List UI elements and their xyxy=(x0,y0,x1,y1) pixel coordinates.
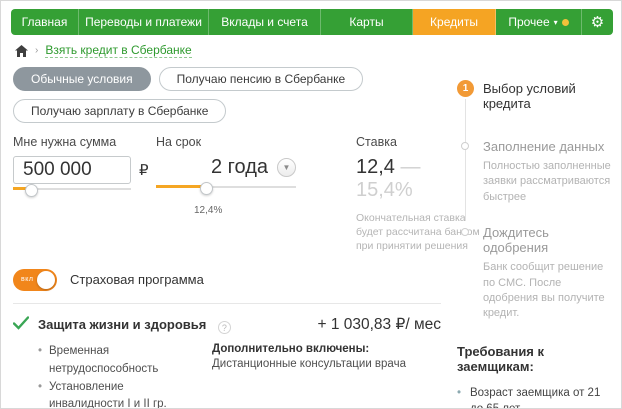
check-icon xyxy=(13,315,29,330)
tab-pension[interactable]: Получаю пенсию в Сбербанке xyxy=(158,67,364,91)
slider-fill xyxy=(156,185,206,188)
amount-slider-knob[interactable] xyxy=(25,184,38,197)
tab-salary[interactable]: Получаю зарплату в Сбербанке xyxy=(13,99,227,123)
term-rate-note: 12,4% xyxy=(194,205,223,216)
borrower-requirements: Требования к заемщикам: Возраст заемщика… xyxy=(457,343,615,408)
nav-tab-deposits[interactable]: Вклады и счета xyxy=(209,9,321,35)
nav-tab-label: Кредиты xyxy=(430,15,478,29)
term-value: 2 года xyxy=(210,156,268,178)
step-wait-approval: Дождитесь одобрения Банк сообщит решение… xyxy=(457,225,615,322)
calculator-panel: Обычные условия Получаю пенсию в Сбербан… xyxy=(13,67,480,408)
term-field-group: На срок 2 года ▼ 12,4% xyxy=(156,135,324,254)
divider xyxy=(13,302,441,304)
step-description: Банк сообщит решение по СМС. После одобр… xyxy=(483,261,605,320)
insurance-toggle-label: Страховая программа xyxy=(70,272,204,288)
term-dropdown-button[interactable]: ▼ xyxy=(277,158,296,177)
term-label: На срок xyxy=(156,135,202,149)
extra-included-block: Дополнительно включены: Дистанционные ко… xyxy=(202,343,406,408)
breadcrumb: › Взять кредит в Сбербанке xyxy=(15,43,192,58)
nav-tab-credits[interactable]: Кредиты xyxy=(413,9,496,35)
requirements-list: Возраст заемщика от 21 до 65 лет Стаж ра… xyxy=(457,385,615,408)
loan-form: Мне нужна сумма ₽ На срок 2 года ▼ xyxy=(13,135,480,254)
nav-tab-cards[interactable]: Карты xyxy=(321,9,413,35)
step-title: Заполнение данных xyxy=(483,139,605,154)
extra-included-title: Дополнительно включены: xyxy=(212,343,370,356)
main-nav: Главная Переводы и платежи Вклады и счет… xyxy=(11,9,613,35)
life-protection-title: Защита жизни и здоровья xyxy=(38,316,207,332)
step-title: Дождитесь одобрения xyxy=(483,225,549,256)
insurance-toggle[interactable]: вкл xyxy=(13,268,57,291)
step-title: Выбор условий кредита xyxy=(483,81,576,111)
step-number-badge: 1 xyxy=(457,80,474,97)
term-slider-knob[interactable] xyxy=(200,182,213,195)
life-protection-list: Временная нетрудоспособность Установлени… xyxy=(38,343,202,408)
chevron-down-icon: ▼ xyxy=(282,163,291,172)
extra-included-item: Дистанционные консультации врача xyxy=(212,358,406,371)
toggle-state-label: вкл xyxy=(21,275,34,283)
condition-tabs-row1: Обычные условия Получаю пенсию в Сбербан… xyxy=(13,67,441,91)
rate-current: 12,4 xyxy=(356,156,395,178)
home-icon[interactable] xyxy=(15,44,28,57)
nav-tab-label: Главная xyxy=(21,15,68,29)
application-steps: 1 Выбор условий кредита Заполнение данны… xyxy=(457,80,615,322)
rate-field-group: Ставка 12,4 — 15,4% Окончательная ставка… xyxy=(324,135,481,254)
rate-note: Окончательная ставка будет рассчитана ба… xyxy=(356,212,480,253)
list-item: Возраст заемщика от 21 до 65 лет xyxy=(457,385,615,408)
gear-icon: ⚙ xyxy=(590,14,605,31)
ruble-sign: ₽ xyxy=(139,162,149,179)
condition-tabs-row2: Получаю зарплату в Сбербанке xyxy=(13,99,441,123)
nav-tab-label: Карты xyxy=(349,15,384,29)
list-item: Временная нетрудоспособность xyxy=(38,343,202,379)
slider-fill xyxy=(13,187,31,190)
notification-dot xyxy=(561,18,569,26)
step-dot-icon xyxy=(461,142,469,150)
sidebar: 1 Выбор условий кредита Заполнение данны… xyxy=(457,80,615,408)
amount-label: Мне нужна сумма xyxy=(13,135,117,149)
life-protection-section: Защита жизни и здоровья ? + 1 030,83 ₽/ … xyxy=(13,315,441,408)
nav-tab-transfers[interactable]: Переводы и платежи xyxy=(79,9,209,35)
toggle-knob xyxy=(37,270,55,289)
nav-tab-home[interactable]: Главная xyxy=(11,9,79,35)
nav-tab-label: Переводы и платежи xyxy=(85,15,202,29)
tab-regular-conditions[interactable]: Обычные условия xyxy=(13,67,151,91)
term-slider[interactable] xyxy=(156,182,296,198)
chevron-down-icon: ▾ xyxy=(553,17,558,27)
amount-field-group: Мне нужна сумма ₽ xyxy=(13,135,156,254)
breadcrumb-link[interactable]: Взять кредит в Сбербанке xyxy=(45,43,192,58)
amount-input[interactable] xyxy=(13,156,131,184)
nav-tab-label: Вклады и счета xyxy=(221,15,308,29)
step-fill-data: Заполнение данных Полностью заполненные … xyxy=(457,139,615,205)
amount-slider[interactable] xyxy=(13,184,131,200)
nav-tab-other[interactable]: Прочее ▾ xyxy=(496,9,582,35)
insurance-toggle-row: вкл Страховая программа xyxy=(13,268,441,291)
step-description: Полностью заполненные заявки рассматрива… xyxy=(483,160,611,203)
slider-track xyxy=(13,188,131,190)
step-choose-conditions: 1 Выбор условий кредита xyxy=(457,80,615,111)
step-dot-icon xyxy=(461,228,469,237)
list-item: Установление инвалидности I и II гр. xyxy=(38,379,202,408)
breadcrumb-separator: › xyxy=(35,45,39,56)
rate-range: — 15,4% xyxy=(356,156,421,201)
rate-label: Ставка xyxy=(356,135,397,149)
question-icon[interactable]: ? xyxy=(217,321,231,335)
requirements-title: Требования к заемщикам: xyxy=(457,343,545,374)
settings-button[interactable]: ⚙ xyxy=(582,9,613,35)
life-protection-price: + 1 030,83 ₽/ мес xyxy=(317,315,441,333)
nav-tab-label: Прочее xyxy=(508,15,550,29)
slider-track xyxy=(156,186,296,188)
